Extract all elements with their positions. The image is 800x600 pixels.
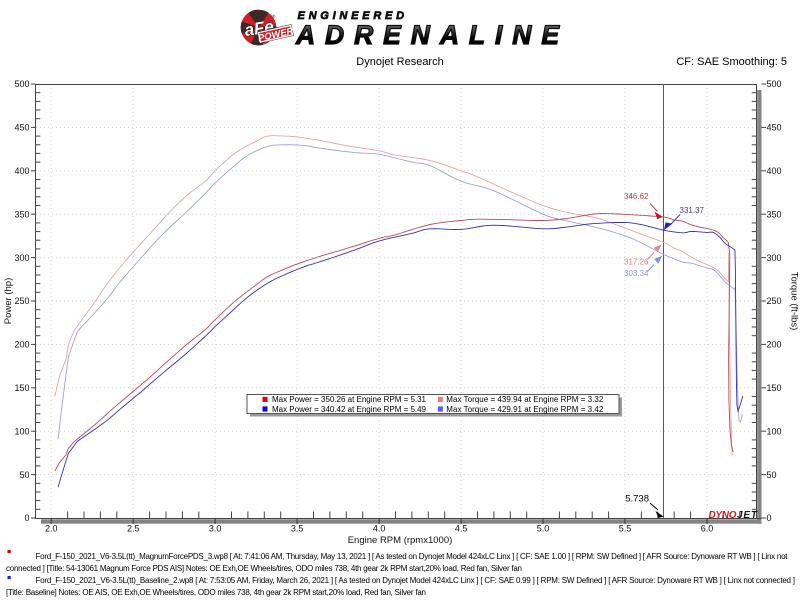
svg-text:500: 500 (767, 79, 782, 89)
svg-text:6.0: 6.0 (701, 524, 714, 534)
svg-text:50: 50 (767, 470, 777, 480)
svg-text:Dynojet Research: Dynojet Research (356, 56, 443, 68)
svg-text:100: 100 (14, 426, 29, 436)
svg-text:Torque (ft-lbs): Torque (ft-lbs) (789, 272, 800, 331)
svg-text:5.5: 5.5 (619, 524, 632, 534)
svg-text:331.37: 331.37 (680, 206, 705, 215)
svg-text:2.5: 2.5 (127, 524, 140, 534)
svg-text:450: 450 (14, 123, 29, 133)
svg-text:400: 400 (767, 166, 782, 176)
svg-text:Max Torque = 429.91 at Engine: Max Torque = 429.91 at Engine RPM = 3.42 (446, 405, 604, 414)
svg-text:303.34: 303.34 (624, 269, 649, 278)
svg-text:4.5: 4.5 (455, 524, 468, 534)
svg-text:317.26: 317.26 (624, 257, 649, 266)
svg-text:350: 350 (14, 209, 29, 219)
svg-text:250: 250 (14, 296, 29, 306)
svg-text:CF: SAE Smoothing: 5: CF: SAE Smoothing: 5 (676, 56, 787, 68)
svg-text:®: ® (272, 13, 276, 19)
svg-text:5.0: 5.0 (537, 524, 550, 534)
svg-text:200: 200 (14, 340, 29, 350)
svg-text:Ford_F-150_2021_V6-3.5L(tt)_Ba: Ford_F-150_2021_V6-3.5L(tt)_Baseline_2.w… (36, 576, 795, 585)
svg-text:450: 450 (767, 123, 782, 133)
svg-text:3.0: 3.0 (209, 524, 222, 534)
svg-text:Power (hp): Power (hp) (3, 278, 14, 324)
svg-text:Max Power = 340.42 at Engine R: Max Power = 340.42 at Engine RPM = 5.49 (272, 405, 427, 414)
svg-text:50: 50 (19, 470, 29, 480)
svg-text:ENGINEERED: ENGINEERED (298, 10, 407, 22)
svg-text:0: 0 (767, 513, 772, 523)
svg-text:250: 250 (767, 296, 782, 306)
svg-text:2.0: 2.0 (45, 524, 58, 534)
svg-text:Max Torque = 439.94 at Engine: Max Torque = 439.94 at Engine RPM = 3.32 (446, 395, 604, 404)
svg-text:300: 300 (767, 253, 782, 263)
svg-text:346.62: 346.62 (624, 192, 649, 201)
svg-text:Max Power = 350.26 at Engine R: Max Power = 350.26 at Engine RPM = 5.31 (272, 395, 427, 404)
svg-text:Engine RPM (rpmx1000): Engine RPM (rpmx1000) (348, 535, 453, 546)
svg-text:150: 150 (767, 383, 782, 393)
svg-text:5.738: 5.738 (625, 494, 649, 505)
svg-text:JET: JET (737, 510, 758, 521)
svg-text:[Title: Baseline] Notes: OE A: [Title: Baseline] Notes: OE AIS, OE Exh,… (6, 588, 426, 597)
svg-text:Ford_F-150_2021_V6-3.5L(tt)_Ma: Ford_F-150_2021_V6-3.5L(tt)_MagnumForceP… (36, 552, 789, 561)
svg-text:3.5: 3.5 (291, 524, 304, 534)
svg-text:DYNO: DYNO (709, 510, 737, 521)
svg-text:150: 150 (14, 383, 29, 393)
svg-text:500: 500 (14, 79, 29, 89)
svg-text:4.0: 4.0 (373, 524, 386, 534)
svg-text:350: 350 (767, 209, 782, 219)
svg-text:100: 100 (767, 426, 782, 436)
svg-text:connected ] [Title: 54-13061 M: connected ] [Title: 54-13061 Magnum Forc… (6, 564, 522, 573)
svg-text:400: 400 (14, 166, 29, 176)
svg-text:200: 200 (767, 340, 782, 350)
svg-text:300: 300 (14, 253, 29, 263)
svg-text:ADRENALINE: ADRENALINE (295, 20, 562, 50)
svg-text:0: 0 (24, 513, 29, 523)
